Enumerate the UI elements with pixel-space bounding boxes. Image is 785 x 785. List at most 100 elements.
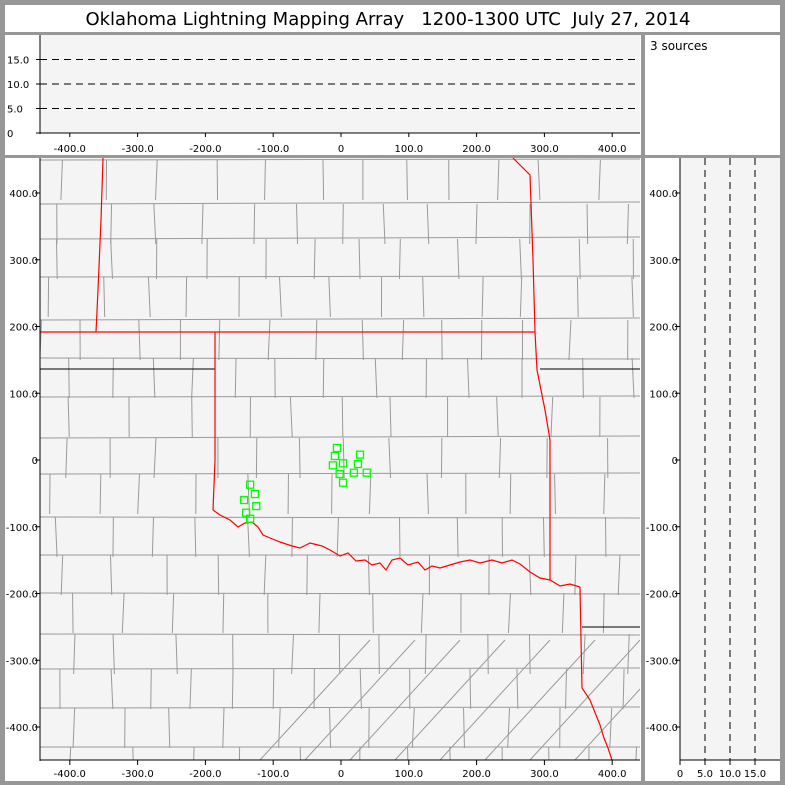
county-line <box>299 746 301 760</box>
county-line <box>40 633 640 636</box>
source-marker <box>353 459 363 469</box>
county-line <box>295 203 299 245</box>
x-tick-label: 300.0 <box>530 144 559 155</box>
x-tick-label: 100.0 <box>394 144 423 155</box>
county-line <box>193 746 195 760</box>
county-line <box>218 319 221 361</box>
county-line <box>609 707 613 749</box>
county-line <box>103 276 106 318</box>
county-line <box>456 516 459 558</box>
county-line <box>289 396 293 438</box>
county-line <box>627 633 630 675</box>
county-line <box>304 639 416 760</box>
county-line <box>147 276 151 318</box>
county-line <box>368 473 372 515</box>
source-marker <box>239 495 249 505</box>
x-tick-label: -400.0 <box>54 144 86 155</box>
county-line <box>267 319 271 361</box>
county-line <box>110 203 113 245</box>
county-line <box>40 317 640 321</box>
county-line <box>341 396 344 438</box>
y-tick-label: 300.0 <box>9 256 38 267</box>
county-line <box>582 357 584 399</box>
x-tick-label: 400.0 <box>598 769 627 780</box>
county-line <box>153 437 157 479</box>
x-tick-label: 10.0 <box>719 769 741 780</box>
county-line <box>40 395 640 398</box>
county-line <box>40 516 640 519</box>
county-line <box>466 357 470 399</box>
x-tick-label: -200.0 <box>189 769 221 780</box>
county-line <box>272 668 275 710</box>
x-tick-label: 0 <box>338 144 344 155</box>
county-line <box>602 592 605 634</box>
county-line <box>328 276 331 318</box>
y-tick-label: 400.0 <box>9 189 38 200</box>
county-line <box>586 203 589 245</box>
county-line <box>247 516 250 558</box>
county-line <box>315 319 318 361</box>
county-line <box>55 238 58 280</box>
county-line <box>420 592 424 634</box>
y-tick-label: -300.0 <box>646 656 678 667</box>
county-line <box>278 707 281 749</box>
county-line <box>542 516 545 558</box>
county-line <box>463 707 465 749</box>
county-line <box>484 639 596 760</box>
y-tick-label: 5.0 <box>7 105 23 116</box>
x-tick-label: 400.0 <box>598 144 627 155</box>
chart-title: Oklahoma Lightning Mapping Array 1200-13… <box>85 9 690 30</box>
county-line <box>201 203 204 245</box>
county-line <box>263 554 267 596</box>
altitude-axes: 0 5.0 10.0 15.0 -400.0 -300.0 -200.0 -100.0 0 100… <box>7 35 640 155</box>
y-tick-label: -400.0 <box>646 723 678 734</box>
y-tick-label: 200.0 <box>649 323 678 334</box>
county-line <box>40 357 640 360</box>
county-line <box>574 554 577 596</box>
source-marker <box>252 501 261 511</box>
county-line <box>336 516 339 558</box>
y-tick-label: -200.0 <box>646 590 678 601</box>
map-plot-area[interactable] <box>40 158 685 785</box>
county-line <box>231 668 234 710</box>
county-line <box>398 238 401 280</box>
county-line <box>191 396 193 438</box>
county-line <box>519 276 523 318</box>
x-tick-label: 300.0 <box>530 769 559 780</box>
county-line <box>112 633 115 675</box>
county-line <box>40 201 640 205</box>
county-line <box>40 706 640 709</box>
y-tick-label: 15.0 <box>7 56 29 67</box>
county-line <box>537 159 541 201</box>
title-panel <box>5 5 780 32</box>
county-line <box>561 592 565 634</box>
county-line <box>168 707 171 749</box>
source-marker <box>362 468 371 477</box>
county-line <box>185 276 188 318</box>
county-line <box>631 276 634 318</box>
x-tick-label: 0 <box>677 769 683 780</box>
county-line <box>322 159 325 201</box>
county-line <box>635 746 637 760</box>
county-line <box>367 554 370 596</box>
county-line <box>374 357 378 399</box>
source-marker <box>355 450 365 459</box>
county-line <box>222 707 225 749</box>
county-line <box>378 633 380 675</box>
county-line <box>388 437 392 479</box>
source-count: 3 sources <box>650 39 708 53</box>
county-line <box>278 276 282 318</box>
source-marker <box>245 480 255 489</box>
county-line <box>68 357 70 399</box>
county-line <box>359 668 362 710</box>
county-line <box>194 516 197 558</box>
county-line <box>382 203 386 245</box>
county-line <box>253 203 256 245</box>
county-line <box>550 396 554 438</box>
source-marker <box>245 514 255 523</box>
county-line <box>318 592 321 634</box>
source-marker <box>338 478 348 487</box>
county-line <box>582 633 586 675</box>
county-line <box>153 203 157 245</box>
county-line <box>152 357 156 399</box>
